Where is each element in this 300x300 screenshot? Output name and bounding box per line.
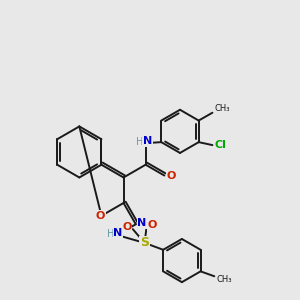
Text: Cl: Cl — [214, 140, 226, 150]
Text: H: H — [136, 137, 143, 147]
Text: O: O — [96, 211, 105, 221]
Text: N: N — [137, 218, 146, 228]
Text: O: O — [167, 170, 176, 181]
Text: S: S — [140, 236, 149, 249]
Text: O: O — [148, 220, 157, 230]
Text: CH₃: CH₃ — [214, 104, 230, 113]
Text: O: O — [122, 222, 132, 232]
Text: CH₃: CH₃ — [216, 275, 232, 284]
Text: N: N — [143, 136, 152, 146]
Text: H: H — [106, 229, 114, 239]
Text: N: N — [113, 228, 123, 238]
